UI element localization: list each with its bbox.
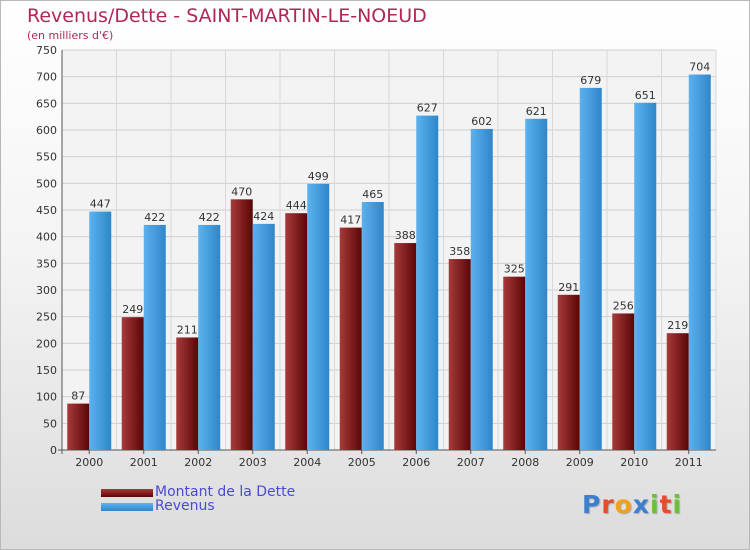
logo-letter: r xyxy=(601,490,615,519)
bar-revenus-2008 xyxy=(525,118,548,451)
data-label-dette-2008: 325 xyxy=(504,263,525,276)
data-label-revenus-2010: 651 xyxy=(635,89,656,102)
data-label-dette-2003: 470 xyxy=(231,185,252,198)
y-tick-label: 750 xyxy=(36,44,57,57)
logo-letter: i xyxy=(672,490,683,519)
bars xyxy=(67,74,711,451)
data-label-revenus-2011: 704 xyxy=(689,61,710,74)
data-label-revenus-2004: 499 xyxy=(308,170,329,183)
proxiti-logo: Proxiti xyxy=(582,490,682,519)
data-label-revenus-2002: 422 xyxy=(199,211,220,224)
bar-dette-2001 xyxy=(121,317,144,450)
data-label-dette-2007: 358 xyxy=(449,245,470,258)
bar-revenus-2009 xyxy=(579,87,602,450)
y-tick-label: 100 xyxy=(36,391,57,404)
bar-dette-2002 xyxy=(176,337,199,450)
data-label-dette-2005: 417 xyxy=(340,214,361,227)
data-label-dette-2011: 219 xyxy=(667,319,688,332)
bar-revenus-2001 xyxy=(143,224,166,450)
bar-dette-2000 xyxy=(67,403,90,450)
y-tick-label: 150 xyxy=(36,364,57,377)
x-tick-label: 2007 xyxy=(457,456,485,469)
bar-revenus-2010 xyxy=(634,102,657,451)
x-tick-label: 2005 xyxy=(348,456,376,469)
data-label-revenus-2009: 679 xyxy=(580,74,601,87)
bar-dette-2011 xyxy=(666,333,689,450)
legend-swatch-revenus xyxy=(101,503,153,511)
chart-subtitle: (en milliers d'€) xyxy=(27,29,114,42)
data-label-revenus-2000: 447 xyxy=(90,198,111,211)
y-tick-label: 650 xyxy=(36,97,57,110)
bar-revenus-2006 xyxy=(416,115,439,450)
x-tick-label: 2002 xyxy=(184,456,212,469)
data-label-dette-2009: 291 xyxy=(558,281,579,294)
legend-label-revenus: Revenus xyxy=(155,498,215,514)
data-label-dette-2002: 211 xyxy=(177,323,198,336)
y-tick-label: 350 xyxy=(36,257,57,270)
y-tick-label: 450 xyxy=(36,204,57,217)
bar-dette-2005 xyxy=(339,227,362,450)
data-label-dette-2006: 388 xyxy=(395,229,416,242)
gridlines xyxy=(61,49,717,451)
logo-letter: t xyxy=(659,490,673,519)
y-tick-label: 200 xyxy=(36,337,57,350)
data-label-revenus-2003: 424 xyxy=(253,210,274,223)
bar-revenus-2003 xyxy=(252,223,275,450)
axes: 0 50 100 150 200 250 300 350 400 450 500 550 600 650 7… xyxy=(36,44,716,469)
x-tick-label: 2009 xyxy=(566,456,594,469)
data-label-dette-2000: 87 xyxy=(71,390,85,403)
bar-revenus-2007 xyxy=(470,128,493,450)
y-tick-label: 300 xyxy=(36,284,57,297)
bar-dette-2008 xyxy=(503,276,526,450)
logo-letter: P xyxy=(582,490,602,519)
x-tick-label: 2010 xyxy=(620,456,648,469)
y-tick-label: 600 xyxy=(36,124,57,137)
logo-letter: i xyxy=(650,490,660,519)
bar-revenus-2002 xyxy=(198,224,221,450)
x-tick-label: 2004 xyxy=(293,456,321,469)
y-tick-label: 700 xyxy=(36,71,57,84)
bar-dette-2003 xyxy=(230,199,253,450)
x-tick-label: 2000 xyxy=(75,456,103,469)
bar-dette-2009 xyxy=(557,294,580,450)
bar-revenus-2000 xyxy=(89,211,112,450)
logo-letter: x xyxy=(632,490,650,519)
chart-title: Revenus/Dette - SAINT-MARTIN-LE-NOEUD xyxy=(27,5,427,27)
x-tick-label: 2008 xyxy=(511,456,539,469)
x-tick-label: 2011 xyxy=(675,456,703,469)
legend-label-dette: Montant de la Dette xyxy=(155,484,296,500)
data-label-dette-2010: 256 xyxy=(613,299,634,312)
data-label-revenus-2007: 602 xyxy=(471,115,492,128)
x-tick-label: 2001 xyxy=(130,456,158,469)
logo-letter: o xyxy=(614,490,633,519)
y-tick-label: 250 xyxy=(36,311,57,324)
y-tick-label: 50 xyxy=(43,417,57,430)
bar-dette-2010 xyxy=(612,313,635,450)
data-label-dette-2004: 444 xyxy=(286,199,307,212)
data-label-revenus-2006: 627 xyxy=(417,102,438,115)
data-label-revenus-2005: 465 xyxy=(362,188,383,201)
legend-swatch-dette xyxy=(101,489,153,497)
bar-revenus-2005 xyxy=(361,202,384,450)
y-tick-label: 500 xyxy=(36,177,57,190)
bar-revenus-2011 xyxy=(688,74,711,451)
bar-dette-2006 xyxy=(394,243,417,450)
x-tick-label: 2003 xyxy=(239,456,267,469)
data-label-dette-2001: 249 xyxy=(122,303,143,316)
y-tick-label: 400 xyxy=(36,231,57,244)
x-tick-label: 2006 xyxy=(402,456,430,469)
y-tick-label: 0 xyxy=(50,444,57,457)
data-label-revenus-2001: 422 xyxy=(144,211,165,224)
bar-dette-2004 xyxy=(285,213,308,450)
y-tick-label: 550 xyxy=(36,151,57,164)
bar-dette-2007 xyxy=(448,259,471,450)
data-label-revenus-2008: 621 xyxy=(526,105,547,118)
bar-revenus-2004 xyxy=(307,183,330,450)
